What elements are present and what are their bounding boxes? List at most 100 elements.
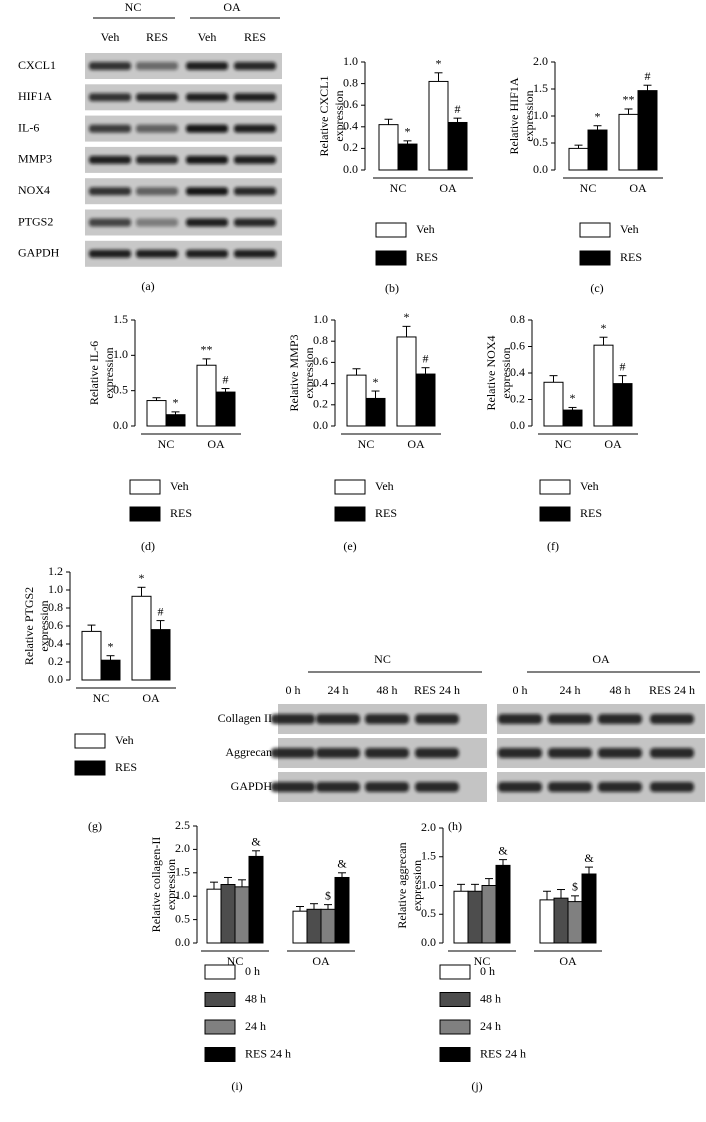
lane-label: 24 h [560,683,581,697]
significance-label: * [601,321,607,335]
x-tick-label: NC [555,437,572,451]
x-tick-label: NC [390,181,407,195]
band [415,748,459,758]
legend-label: 0 h [480,964,495,978]
legend-swatch [539,479,571,495]
band [136,249,178,258]
y-tick-label: 1.0 [113,347,128,361]
y-tick-label: 0.0 [313,418,328,432]
significance-label: * [595,109,601,123]
band [271,714,315,724]
x-tick-label: OA [439,181,457,195]
panel-label: (h) [448,819,462,833]
significance-label: $ [572,880,578,894]
legend-swatch [439,992,471,1007]
bar [306,908,322,944]
x-tick-label: NC [158,437,175,451]
y-tick-label: 0.0 [113,418,128,432]
x-tick-label: OA [312,954,330,968]
bar [581,873,597,944]
bar [196,364,217,427]
band [234,124,276,133]
legend-swatch [334,506,366,522]
x-tick-label: OA [142,691,160,705]
y-tick-label: 0.8 [48,600,63,614]
y-tick-label: 0.0 [48,672,63,686]
band [136,124,178,133]
legend-label: RES [375,506,397,520]
band [650,714,694,724]
group-label: OA [223,0,241,14]
lane-label: RES [244,30,266,44]
significance-label: # [158,604,164,618]
y-tick-label: 1.5 [175,865,190,879]
legend-swatch [204,1019,236,1035]
significance-label: * [373,375,379,389]
bar [568,147,589,171]
legend-label: RES [416,250,438,264]
legend-swatch [439,1047,471,1062]
significance-label: * [108,639,114,653]
y-tick-label: 0.6 [313,354,328,368]
bar [495,864,511,944]
legend-label: 0 h [245,964,260,978]
y-tick-label: 1.0 [421,877,436,891]
legend-label: Veh [580,479,599,493]
y-tick-label: 0.6 [48,618,63,632]
band [89,124,131,133]
group-label: NC [125,0,142,14]
row-label: GAPDH [18,246,60,260]
y-tick-label: 1.5 [421,849,436,863]
legend-swatch [204,992,236,1007]
legend-swatch [74,733,106,749]
y-tick-label: 1.0 [313,312,328,326]
band [548,714,592,724]
significance-label: ** [201,343,213,357]
legend-swatch [579,250,611,266]
panel-label: (g) [88,819,102,833]
row-label: IL-6 [18,120,39,134]
legend-swatch [579,222,611,238]
bar [447,121,468,171]
y-tick-label: 1.5 [533,81,548,95]
legend-label: Veh [170,479,189,493]
band [598,748,642,758]
x-tick-label: OA [604,437,622,451]
y-axis-title: expression [302,347,316,398]
bar [562,409,583,427]
row-label: HIF1A [18,89,52,103]
significance-label: & [498,843,508,857]
legend-swatch [204,1047,236,1062]
legend-label: RES 24 h [245,1046,291,1060]
y-axis-title: Relative IL-6 [87,341,101,405]
bar [397,143,418,171]
band [498,748,542,758]
legend-swatch [375,222,407,238]
significance-label: $ [325,888,331,902]
band [186,62,228,70]
y-axis-title: Relative MMP3 [287,335,301,412]
significance-label: * [139,571,145,585]
bar [292,910,308,944]
bar [365,397,386,427]
significance-label: # [423,351,429,365]
row-label: PTGS2 [18,214,53,228]
x-tick-label: NC [227,954,244,968]
y-tick-label: 0.6 [343,97,358,111]
band [271,748,315,758]
y-tick-label: 0.5 [533,135,548,149]
band [650,748,694,758]
legend-label: 24 h [245,1019,266,1033]
lane-label: 0 h [286,683,301,697]
y-tick-label: 0.8 [343,75,358,89]
y-tick-label: 2.5 [175,818,190,832]
bar [248,855,264,944]
significance-label: * [436,57,442,71]
y-axis-title: expression [332,90,346,141]
significance-label: & [584,851,594,865]
lane-label: Veh [101,30,120,44]
band [234,218,276,227]
bar [553,897,569,944]
